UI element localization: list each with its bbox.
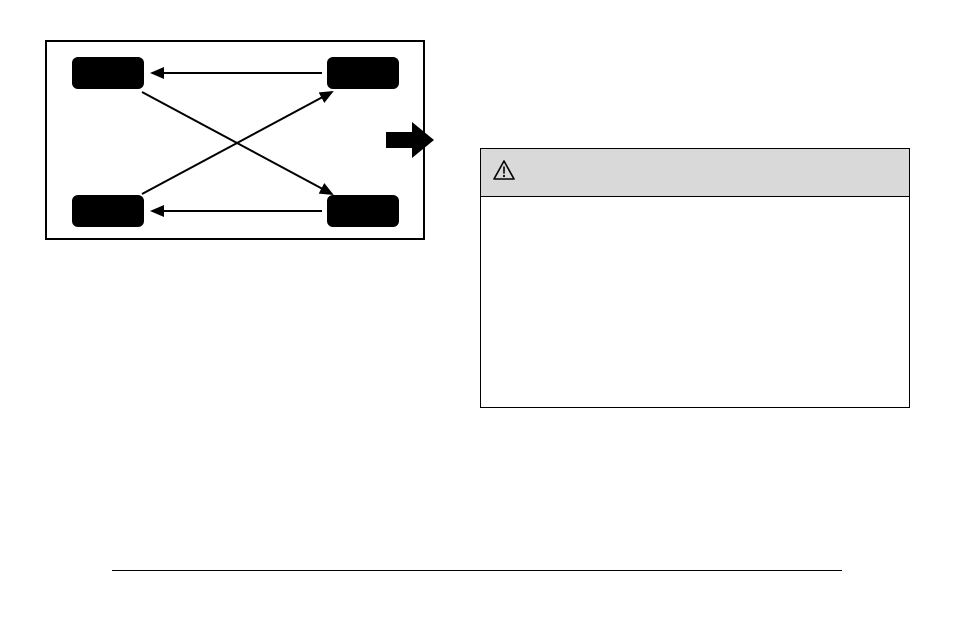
warning-callout — [480, 148, 910, 408]
warning-icon — [493, 160, 515, 185]
forward-arrow-icon — [386, 120, 434, 160]
page — [0, 0, 954, 636]
tire-rotation-diagram — [45, 40, 425, 240]
page-rule — [112, 570, 842, 571]
rotation-arrows — [47, 42, 427, 242]
warning-callout-header — [481, 149, 909, 197]
